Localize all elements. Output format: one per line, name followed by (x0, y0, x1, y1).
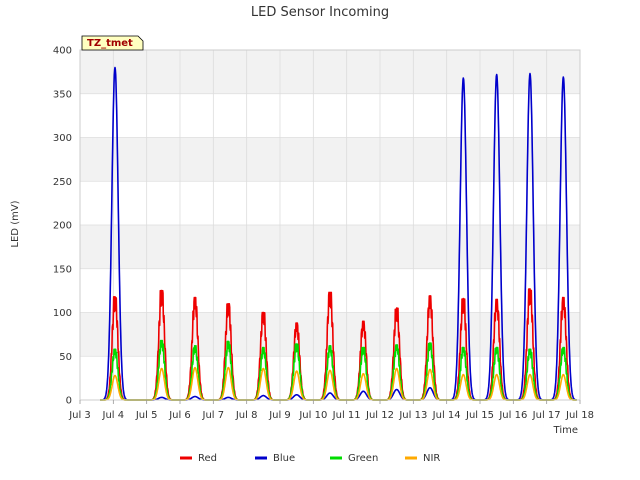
plot-band (80, 225, 580, 269)
x-tick-label: Jul 18 (565, 410, 594, 421)
x-tick-label: Jul 6 (168, 410, 191, 421)
y-tick-label: 200 (53, 221, 72, 232)
y-tick-label: 350 (53, 89, 72, 100)
plot-band (80, 137, 580, 182)
x-tick-label: Jul 4 (102, 410, 125, 421)
x-tick-label: Jul 11 (332, 410, 361, 421)
x-tick-label: Jul 8 (235, 410, 258, 421)
plot-frame (79, 49, 581, 401)
y-axis: 0 50 100 150 200 250 300 350 400 (53, 46, 72, 407)
x-tick-label: Jul 5 (135, 410, 158, 421)
plot-bands (80, 50, 580, 357)
x-tick-label: Jul 7 (202, 410, 225, 421)
plot-band (80, 50, 580, 94)
legend-label-green: Green (348, 453, 378, 464)
y-axis-label: LED (mV) (10, 200, 21, 247)
y-tick-label: 0 (66, 396, 72, 407)
legend-label-red: Red (198, 453, 217, 464)
x-tick-label: Jul 3 (68, 410, 91, 421)
x-tick-label: Jul 13 (398, 410, 427, 421)
x-tick-label: Jul 15 (465, 410, 494, 421)
y-tick-label: 100 (53, 308, 72, 319)
y-tick-label: 400 (53, 46, 72, 57)
y-tick-label: 300 (53, 133, 72, 144)
y-tick-label: 150 (53, 264, 72, 275)
station-badge: TZ_tmet (81, 35, 144, 51)
x-tick-label: Jul 12 (365, 410, 394, 421)
x-tick-label: Jul 14 (432, 410, 461, 421)
x-tick-label: Jul 17 (532, 410, 561, 421)
badge-text: TZ_tmet (87, 38, 133, 49)
x-tick-label: Jul 9 (268, 410, 291, 421)
x-tick-label: Jul 16 (498, 410, 527, 421)
y-tick-label: 250 (53, 177, 72, 188)
legend: Red Blue Green NIR (180, 453, 440, 464)
legend-label-nir: NIR (423, 453, 440, 464)
x-axis-label: Time (553, 425, 578, 436)
chart-title: LED Sensor Incoming (251, 5, 389, 20)
legend-label-blue: Blue (273, 453, 295, 464)
x-axis: Jul 3 Jul 4 Jul 5 Jul 6 Jul 7 Jul 8 Jul 9 Jul 1… (68, 400, 594, 421)
y-tick-label: 50 (59, 352, 72, 363)
x-tick-label: Jul 10 (298, 410, 327, 421)
